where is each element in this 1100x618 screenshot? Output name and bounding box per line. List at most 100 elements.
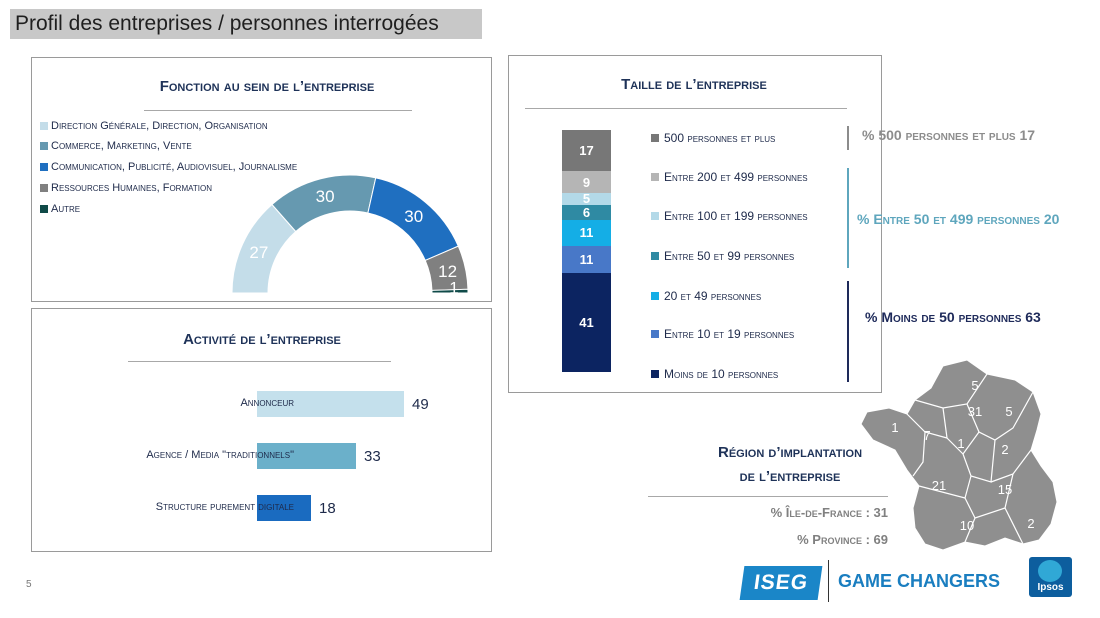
size-stack-segment: 6 bbox=[562, 205, 611, 220]
region-title-line2: de l’entreprise bbox=[739, 468, 841, 485]
size-legend-item: Entre 10 et 19 personnes bbox=[651, 327, 794, 341]
size-segment-value: 5 bbox=[582, 191, 591, 207]
activity-bar bbox=[257, 443, 356, 469]
activity-panel: Activité de l’entreprise Annonceur 49 Agen… bbox=[31, 308, 492, 552]
activity-bar-label: Annonceur bbox=[240, 397, 294, 409]
france-region-map: 5 31 5 1 7 1 2 21 15 10 2 bbox=[860, 359, 1058, 551]
legend-label: Entre 200 et 499 personnes bbox=[664, 170, 808, 184]
function-legend-item: Autre bbox=[40, 203, 80, 215]
size-legend-item: 500 personnes et plus bbox=[651, 131, 775, 145]
legend-label: Commerce, Marketing, Vente bbox=[51, 140, 192, 152]
map-region-value: 1 bbox=[957, 436, 964, 451]
logo-divider bbox=[828, 560, 829, 602]
donut-value-label: 12 bbox=[438, 262, 457, 281]
size-stack-segment: 11 bbox=[562, 246, 611, 273]
size-segment-value: 17 bbox=[579, 143, 594, 159]
map-region-value: 15 bbox=[998, 482, 1012, 497]
iseg-logo: ISEG bbox=[739, 566, 823, 600]
group-label-50-499: % Entre 50 et 499 personnes 20 bbox=[857, 211, 1060, 227]
legend-label: Entre 100 et 199 personnes bbox=[664, 209, 808, 223]
legend-label: Direction Générale, Direction, Organisat… bbox=[51, 120, 268, 132]
legend-label: Entre 10 et 19 personnes bbox=[664, 327, 795, 341]
size-stack-segment: 17 bbox=[562, 130, 611, 172]
group-bracket-under-50 bbox=[847, 281, 849, 382]
page-title: Profil des entreprises / personnes inter… bbox=[10, 9, 482, 39]
legend-label: 20 et 49 personnes bbox=[664, 289, 762, 303]
donut-value-label: 1 bbox=[449, 278, 458, 297]
activity-bar-value: 33 bbox=[364, 448, 381, 465]
map-region-value: 21 bbox=[932, 478, 946, 493]
activity-title-rule bbox=[128, 361, 391, 362]
page-number: 5 bbox=[26, 579, 32, 590]
legend-swatch bbox=[651, 330, 659, 338]
activity-bar-label: Structure purement digitale bbox=[155, 501, 294, 513]
legend-label: Moins de 10 personnes bbox=[664, 367, 779, 381]
donut-slice bbox=[431, 288, 469, 294]
legend-label: Communication, Publicité, Audiovisuel, J… bbox=[51, 161, 298, 173]
size-segment-value: 11 bbox=[579, 225, 594, 241]
legend-label: 500 personnes et plus bbox=[664, 131, 776, 145]
legend-swatch bbox=[651, 173, 659, 181]
size-segment-value: 41 bbox=[579, 314, 594, 330]
map-region-value: 5 bbox=[1005, 404, 1012, 419]
group-bracket-500 bbox=[847, 126, 849, 150]
legend-swatch bbox=[651, 134, 659, 142]
legend-label: Autre bbox=[51, 203, 81, 215]
size-panel: Taille de l’entreprise 17 9 5 6 11 11 41 500 p… bbox=[508, 55, 882, 393]
region-stat-province: % Province : 69 bbox=[797, 532, 888, 547]
region-stat-idf: % Île-de-France : 31 bbox=[770, 505, 888, 520]
size-segment-value: 9 bbox=[582, 174, 591, 190]
size-panel-title: Taille de l’entreprise bbox=[621, 76, 767, 93]
map-region-value: 2 bbox=[1027, 516, 1034, 531]
size-stack-segment: 9 bbox=[562, 171, 611, 193]
size-legend-item: 20 et 49 personnes bbox=[651, 289, 761, 303]
legend-swatch bbox=[651, 292, 659, 300]
activity-bar-label: Agence / Media "traditionnels" bbox=[146, 449, 294, 461]
function-legend-item: Communication, Publicité, Audiovisuel, J… bbox=[40, 161, 297, 173]
map-region-value: 10 bbox=[960, 518, 974, 533]
size-legend-item: Entre 200 et 499 personnes bbox=[651, 170, 808, 184]
ipsos-logo: Ipsos bbox=[1029, 557, 1072, 597]
activity-panel-title: Activité de l’entreprise bbox=[183, 331, 341, 348]
legend-swatch bbox=[651, 370, 659, 378]
size-legend-item: Entre 50 et 99 personnes bbox=[651, 249, 794, 263]
map-region-value: 31 bbox=[968, 404, 982, 419]
size-stack-segment: 41 bbox=[562, 272, 611, 372]
activity-bar-value: 49 bbox=[412, 396, 429, 413]
size-title-rule bbox=[525, 108, 847, 109]
group-label-under-50: % Moins de 50 personnes 63 bbox=[865, 309, 1041, 325]
map-region-value: 5 bbox=[971, 378, 978, 393]
region-borders bbox=[906, 373, 1034, 545]
function-legend-item: Commerce, Marketing, Vente bbox=[40, 140, 192, 152]
size-segment-value: 11 bbox=[579, 251, 594, 267]
legend-label: Ressources Humaines, Formation bbox=[51, 182, 212, 194]
ipsos-logo-circle bbox=[1038, 560, 1062, 582]
size-legend-item: Entre 100 et 199 personnes bbox=[651, 209, 808, 223]
legend-swatch bbox=[40, 163, 48, 171]
function-title-rule bbox=[144, 110, 412, 111]
legend-label: Entre 50 et 99 personnes bbox=[664, 249, 795, 263]
map-region-value: 7 bbox=[923, 428, 930, 443]
legend-swatch bbox=[651, 252, 659, 260]
size-stack-segment: 11 bbox=[562, 219, 611, 247]
region-title: Région d’implantation de l’entreprise bbox=[690, 441, 890, 489]
donut-value-label: 30 bbox=[404, 207, 423, 226]
function-donut-chart: 27 30 30 121 bbox=[231, 174, 469, 297]
group-label-500: % 500 personnes et plus 17 bbox=[862, 127, 1036, 143]
legend-swatch bbox=[651, 212, 659, 220]
france-map-shape bbox=[860, 359, 1058, 551]
size-stack-segment: 5 bbox=[562, 191, 611, 207]
legend-swatch bbox=[40, 184, 48, 192]
function-legend-item: Ressources Humaines, Formation bbox=[40, 182, 212, 194]
size-segment-value: 6 bbox=[582, 204, 591, 220]
legend-swatch bbox=[40, 205, 48, 213]
activity-bar-value: 18 bbox=[319, 500, 336, 517]
donut-value-label: 30 bbox=[316, 187, 335, 206]
map-region-value: 1 bbox=[891, 420, 898, 435]
game-changers-logo: GAME CHANGERS bbox=[838, 571, 1001, 591]
legend-swatch bbox=[40, 122, 48, 130]
donut-value-label: 27 bbox=[249, 243, 268, 262]
function-panel: Fonction au sein de l’entreprise Directi… bbox=[31, 57, 492, 302]
function-panel-title: Fonction au sein de l’entreprise bbox=[159, 78, 375, 95]
group-bracket-50-499 bbox=[847, 168, 849, 268]
